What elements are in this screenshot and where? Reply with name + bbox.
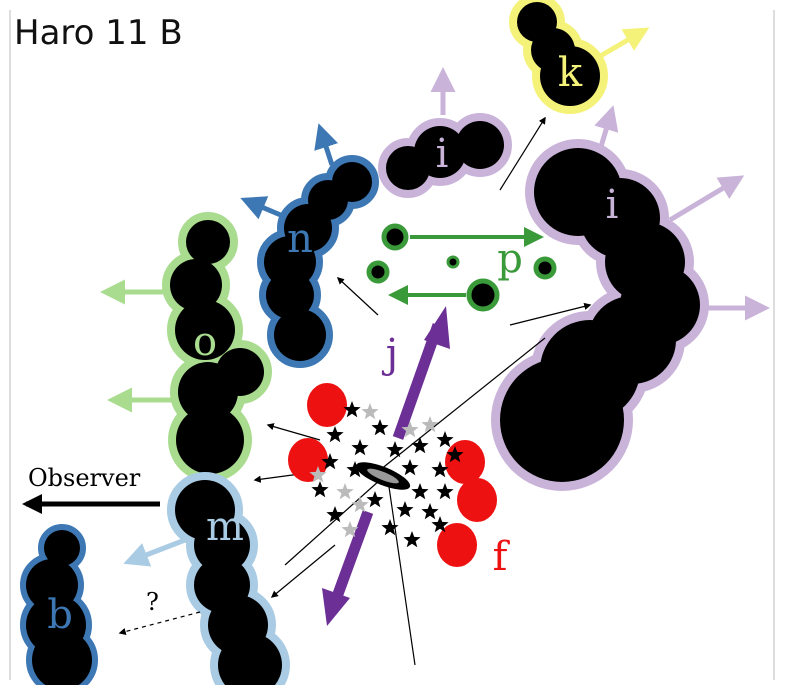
star-icon	[436, 483, 454, 500]
arrow-icon	[668, 175, 745, 223]
star-icon	[361, 403, 379, 420]
clump-icon	[533, 256, 557, 280]
region-labels: k i i n p o j m b f	[47, 50, 618, 638]
label-i-top: i	[436, 131, 449, 177]
clump-icon	[437, 523, 477, 567]
observer-label: Observer	[28, 464, 141, 492]
star-icon	[401, 459, 419, 476]
star-cluster	[309, 401, 464, 548]
cloud-n	[257, 155, 379, 368]
label-k: k	[558, 50, 583, 96]
star-icon	[381, 519, 399, 536]
star-icon	[386, 441, 404, 458]
arrow-icon	[314, 123, 339, 166]
diagram-title: Haro 11 B	[14, 13, 183, 53]
cloud-i-top	[378, 113, 512, 198]
clump-icon	[445, 440, 485, 484]
star-icon	[343, 401, 361, 418]
star-icon	[341, 521, 359, 538]
clump-icon	[466, 278, 500, 312]
arrow-icon	[240, 196, 284, 220]
star-icon	[403, 531, 421, 548]
star-icon	[346, 461, 364, 478]
star-icon	[431, 461, 449, 478]
sightlines	[118, 116, 592, 666]
star-icon	[351, 439, 369, 456]
question-mark: ?	[146, 588, 159, 616]
star-icon	[396, 501, 414, 518]
star-icon	[436, 431, 454, 448]
label-p: p	[497, 236, 523, 282]
cloud-k	[509, 0, 608, 114]
star-icon	[336, 483, 354, 500]
clump-icon	[446, 255, 460, 269]
clump-icon	[366, 260, 390, 284]
star-icon	[321, 453, 339, 470]
star-icon	[351, 496, 369, 513]
star-icon	[326, 426, 344, 443]
label-f: f	[493, 534, 511, 580]
star-icon	[326, 506, 344, 523]
label-o: o	[193, 319, 217, 365]
clump-icon	[381, 223, 409, 251]
cloud-m	[167, 472, 290, 685]
star-icon	[431, 516, 449, 533]
star-icon	[446, 446, 464, 463]
observer-arrow: Observer	[22, 464, 160, 514]
clumps-p	[366, 223, 557, 312]
star-icon	[371, 419, 389, 436]
clump-icon	[457, 478, 497, 522]
star-icon	[411, 437, 429, 454]
star-icon	[421, 503, 439, 520]
star-icon	[421, 416, 439, 433]
label-j: j	[382, 331, 398, 377]
star-icon	[411, 483, 429, 500]
star-icon	[311, 481, 329, 498]
cloud-i-right	[491, 139, 709, 491]
disk-icon	[355, 462, 411, 490]
star-icon	[366, 491, 384, 508]
arrow-icon	[594, 105, 619, 151]
cloud-b	[20, 524, 98, 685]
label-b: b	[47, 592, 73, 638]
clump-icon	[307, 383, 347, 427]
jet-j	[322, 306, 450, 626]
label-m: m	[206, 504, 244, 550]
cloud-o	[162, 212, 272, 482]
label-i-right: i	[606, 182, 619, 228]
star-icon	[401, 421, 419, 438]
arrow-icon	[123, 537, 186, 567]
label-n: n	[287, 216, 313, 262]
star-icon	[309, 466, 327, 483]
